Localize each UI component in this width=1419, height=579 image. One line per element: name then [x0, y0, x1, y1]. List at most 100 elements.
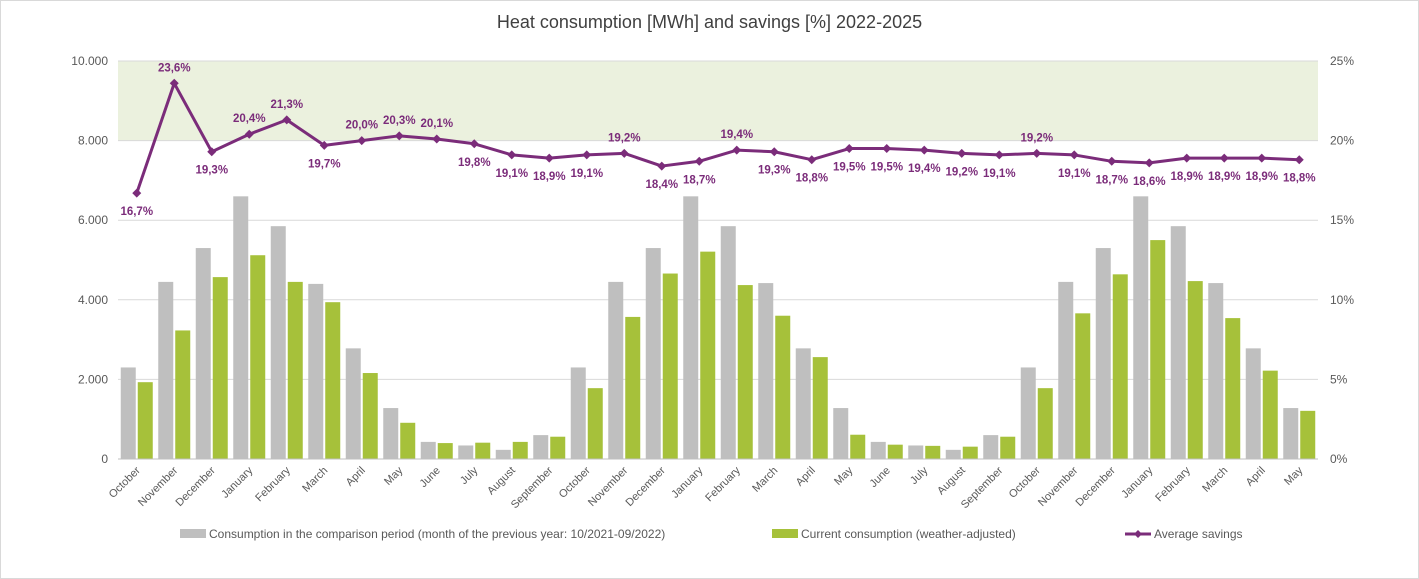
bar-current [887, 444, 903, 459]
savings-marker [319, 140, 329, 150]
savings-marker [469, 139, 479, 149]
savings-data-label: 19,2% [1020, 132, 1053, 144]
savings-marker [1257, 153, 1267, 163]
chart-title: Heat consumption [MWh] and savings [%] 2… [496, 12, 923, 32]
savings-marker [807, 155, 817, 165]
x-tick-label: July [908, 464, 931, 487]
x-tick-label: May [1282, 464, 1306, 488]
savings-marker [694, 156, 704, 166]
savings-marker [994, 150, 1004, 160]
bar-current [362, 373, 378, 459]
savings-data-label: 19,5% [833, 162, 866, 174]
x-tick-label: December [1074, 464, 1119, 509]
bar-current [1262, 370, 1278, 459]
x-tick-label: February [253, 464, 293, 504]
bar-comparison [1170, 226, 1186, 459]
x-tick-label: May [832, 464, 856, 488]
bar-comparison [308, 283, 324, 459]
y-right-tick-label: 20% [1330, 134, 1354, 148]
x-tick-label: April [1244, 465, 1268, 489]
bar-current [475, 442, 491, 459]
y-left-tick-label: 8.000 [78, 134, 108, 148]
legend-marker-savings [1134, 530, 1142, 538]
bar-comparison [570, 367, 586, 459]
savings-data-label: 19,4% [720, 129, 753, 141]
savings-data-label: 18,9% [1245, 171, 1278, 183]
bar-current [175, 330, 191, 459]
savings-marker [732, 145, 742, 155]
bar-comparison [1020, 367, 1036, 459]
savings-marker [1107, 156, 1117, 166]
savings-data-label: 19,2% [608, 132, 641, 144]
savings-marker [957, 148, 967, 158]
bar-comparison [383, 408, 399, 459]
bar-current [512, 441, 528, 459]
savings-marker [1219, 153, 1229, 163]
bar-current [325, 302, 341, 459]
bar-current [212, 277, 228, 459]
savings-marker [919, 145, 929, 155]
y-right-tick-label: 25% [1330, 54, 1354, 68]
legend-swatch-current [772, 529, 798, 538]
bar-current [1300, 410, 1316, 459]
savings-data-label: 19,1% [983, 168, 1016, 180]
savings-marker [844, 144, 854, 154]
savings-data-label: 18,6% [1133, 176, 1166, 188]
savings-data-label: 19,2% [945, 166, 978, 178]
savings-marker [132, 188, 142, 198]
bar-current [850, 434, 866, 459]
savings-marker [207, 147, 217, 157]
savings-target-band [118, 61, 1318, 141]
bar-comparison [420, 441, 436, 459]
bar-comparison [233, 196, 249, 459]
bar-current [287, 281, 303, 459]
x-tick-label: May [382, 464, 406, 488]
savings-marker [882, 144, 892, 154]
x-tick-label: October [1007, 464, 1043, 500]
savings-data-label: 19,8% [458, 157, 491, 169]
savings-marker [394, 131, 404, 141]
bar-comparison [1058, 281, 1074, 459]
savings-data-label: 16,7% [120, 206, 153, 218]
x-tick-label: March [1200, 465, 1230, 495]
savings-marker [169, 78, 179, 88]
bar-current [550, 436, 566, 459]
bar-current [1150, 240, 1166, 459]
savings-data-label: 18,7% [1095, 174, 1128, 186]
x-tick-label: January [219, 464, 256, 501]
savings-marker [1182, 153, 1192, 163]
bar-comparison [608, 281, 624, 459]
legend: Consumption in the comparison period (mo… [180, 527, 1243, 541]
savings-marker [507, 150, 517, 160]
savings-marker [544, 153, 554, 163]
legend-label: Current consumption (weather-adjusted) [801, 527, 1016, 541]
legend-label: Average savings [1154, 527, 1243, 541]
savings-marker [1294, 155, 1304, 165]
savings-data-label: 20,3% [383, 115, 416, 127]
savings-marker [657, 161, 667, 171]
bar-comparison [270, 226, 286, 459]
legend-swatch-comparison [180, 529, 206, 538]
bar-comparison [158, 281, 174, 459]
y-left-tick-label: 6.000 [78, 213, 108, 227]
data-labels-layer: 16,7% 23,6% 19,3% 20,4% 21,3% 19,7% 20,0% 20,3%… [120, 62, 1315, 218]
x-tick-label: October [107, 464, 143, 500]
bar-comparison [1283, 408, 1299, 459]
savings-data-label: 19,5% [870, 162, 903, 174]
savings-marker [1032, 148, 1042, 158]
savings-marker [1144, 158, 1154, 168]
x-tick-label: July [458, 464, 481, 487]
bar-current [1000, 436, 1016, 459]
bar-comparison [795, 348, 811, 459]
bar-comparison [495, 449, 511, 459]
savings-marker [432, 134, 442, 144]
x-tick-label: January [669, 464, 706, 501]
bar-current [587, 388, 603, 459]
x-tick-label: June [418, 465, 443, 490]
savings-data-label: 19,3% [758, 165, 791, 177]
x-tick-label: August [935, 465, 968, 498]
x-tick-label: June [868, 465, 893, 490]
bar-comparison [758, 283, 774, 459]
bar-comparison [458, 445, 474, 459]
